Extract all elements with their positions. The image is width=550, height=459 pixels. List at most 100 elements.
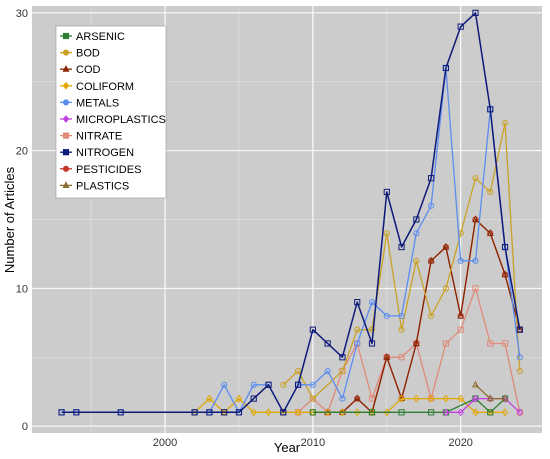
data-point-coliform — [324, 408, 331, 417]
legend-swatch-marker — [62, 99, 70, 106]
data-point-nitrate — [368, 395, 376, 402]
data-point-nitrogen — [58, 409, 65, 416]
data-point-bod — [442, 285, 450, 292]
legend-item-nitrate: NITRATE — [60, 131, 122, 143]
data-point-nitrogen — [339, 354, 346, 361]
legend-label: BOD — [76, 48, 100, 60]
x-tick-label: 2000 — [153, 437, 177, 449]
data-point-arsenic — [428, 409, 435, 416]
legend-swatch-marker — [62, 132, 70, 139]
data-point-nitrogen — [73, 409, 80, 416]
data-point-nitrogen — [235, 409, 243, 416]
legend-label: PESTICIDES — [76, 164, 141, 176]
data-point-nitrogen — [368, 340, 376, 347]
data-point-cod — [442, 242, 450, 250]
data-point-metals — [309, 381, 316, 388]
legend-box — [55, 25, 167, 199]
y-tick-label: 30 — [16, 8, 28, 20]
legend-label: COD — [76, 64, 101, 76]
data-point-nitrogen — [250, 395, 257, 402]
ticks: 2000 2010 2020 0 10 20 30 — [16, 8, 473, 449]
data-point-coliform — [191, 408, 198, 417]
x-tick-label: 2020 — [448, 437, 472, 449]
data-point-nitrogen — [280, 409, 287, 416]
data-point-nitrogen — [354, 299, 361, 306]
data-point-coliform — [472, 408, 479, 417]
legend-label: MICROPLASTICS — [76, 114, 166, 126]
data-point-bod — [339, 367, 346, 375]
data-point-cod — [427, 256, 435, 264]
data-point-bod — [472, 175, 479, 182]
data-point-metals — [472, 257, 479, 264]
legend-label: NITROGEN — [76, 147, 134, 159]
data-point-nitrogen — [221, 409, 228, 416]
series-layer — [58, 9, 524, 417]
data-point-cod — [353, 394, 361, 402]
legend-swatch-marker — [62, 149, 70, 156]
data-point-cod — [412, 339, 420, 347]
legend-item-microplastics: MICROPLASTICS — [60, 114, 166, 126]
data-point-nitrogen — [206, 409, 213, 416]
data-point-metals — [457, 257, 464, 264]
data-point-bod — [516, 367, 523, 375]
data-point-coliform — [235, 394, 243, 403]
data-point-nitrogen — [487, 106, 494, 113]
legend-label: ARSENIC — [76, 31, 125, 43]
data-point-nitrogen — [472, 9, 479, 16]
legend-swatch-marker — [62, 165, 70, 172]
data-point-metals — [413, 230, 420, 237]
series-line-metals — [61, 67, 521, 413]
legend-label: METALS — [76, 97, 119, 109]
x-tick-label: 2010 — [301, 437, 325, 449]
data-point-nitrate — [442, 340, 450, 347]
legend-label: NITRATE — [76, 131, 122, 143]
data-point-metals — [339, 395, 346, 402]
legend-item-pesticides: PESTICIDES — [60, 164, 141, 176]
legend-item-bod: BOD — [60, 48, 100, 60]
series-line-plastics — [475, 384, 505, 400]
data-point-nitrogen — [413, 216, 420, 223]
data-point-nitrogen — [516, 326, 523, 333]
legend-swatch-marker — [62, 49, 70, 56]
data-point-bod — [487, 188, 494, 196]
data-point-metals — [354, 340, 361, 347]
data-point-nitrogen — [294, 381, 302, 388]
data-point-nitrogen — [428, 175, 435, 182]
x-axis-title: Year — [274, 440, 301, 455]
data-point-coliform — [280, 408, 287, 417]
data-point-bod — [428, 312, 435, 320]
data-point-nitrogen — [501, 243, 509, 251]
y-tick-label: 20 — [16, 146, 28, 158]
data-point-coliform — [457, 394, 464, 403]
data-point-cod — [383, 353, 391, 360]
data-point-cod — [486, 229, 494, 236]
data-point-bod — [413, 257, 420, 264]
series-plastics — [472, 380, 509, 402]
data-point-nitrate — [487, 340, 494, 347]
data-point-microplastics — [516, 408, 524, 417]
data-point-metals — [368, 299, 376, 306]
data-point-plastics — [501, 394, 509, 402]
data-point-coliform — [413, 394, 420, 403]
legend-swatch-marker — [62, 181, 70, 188]
data-point-coliform — [309, 408, 317, 417]
series-line-nitrate — [283, 287, 521, 413]
data-point-metals — [221, 381, 228, 388]
data-point-metals — [383, 312, 390, 320]
legend-label: PLASTICS — [76, 180, 129, 192]
data-point-coliform — [265, 408, 272, 417]
data-point-microplastics — [472, 394, 479, 403]
data-point-arsenic — [368, 409, 376, 416]
data-point-nitrogen — [324, 340, 331, 347]
data-point-cod — [457, 311, 465, 319]
data-point-bod — [383, 230, 390, 237]
data-point-microplastics — [442, 408, 450, 417]
data-point-bod — [309, 395, 316, 402]
data-point-arsenic — [487, 409, 494, 416]
data-point-plastics — [486, 394, 494, 402]
data-point-plastics — [472, 380, 479, 388]
data-point-coliform — [501, 408, 509, 417]
data-point-metals — [428, 202, 435, 209]
data-point-bod — [501, 119, 509, 127]
